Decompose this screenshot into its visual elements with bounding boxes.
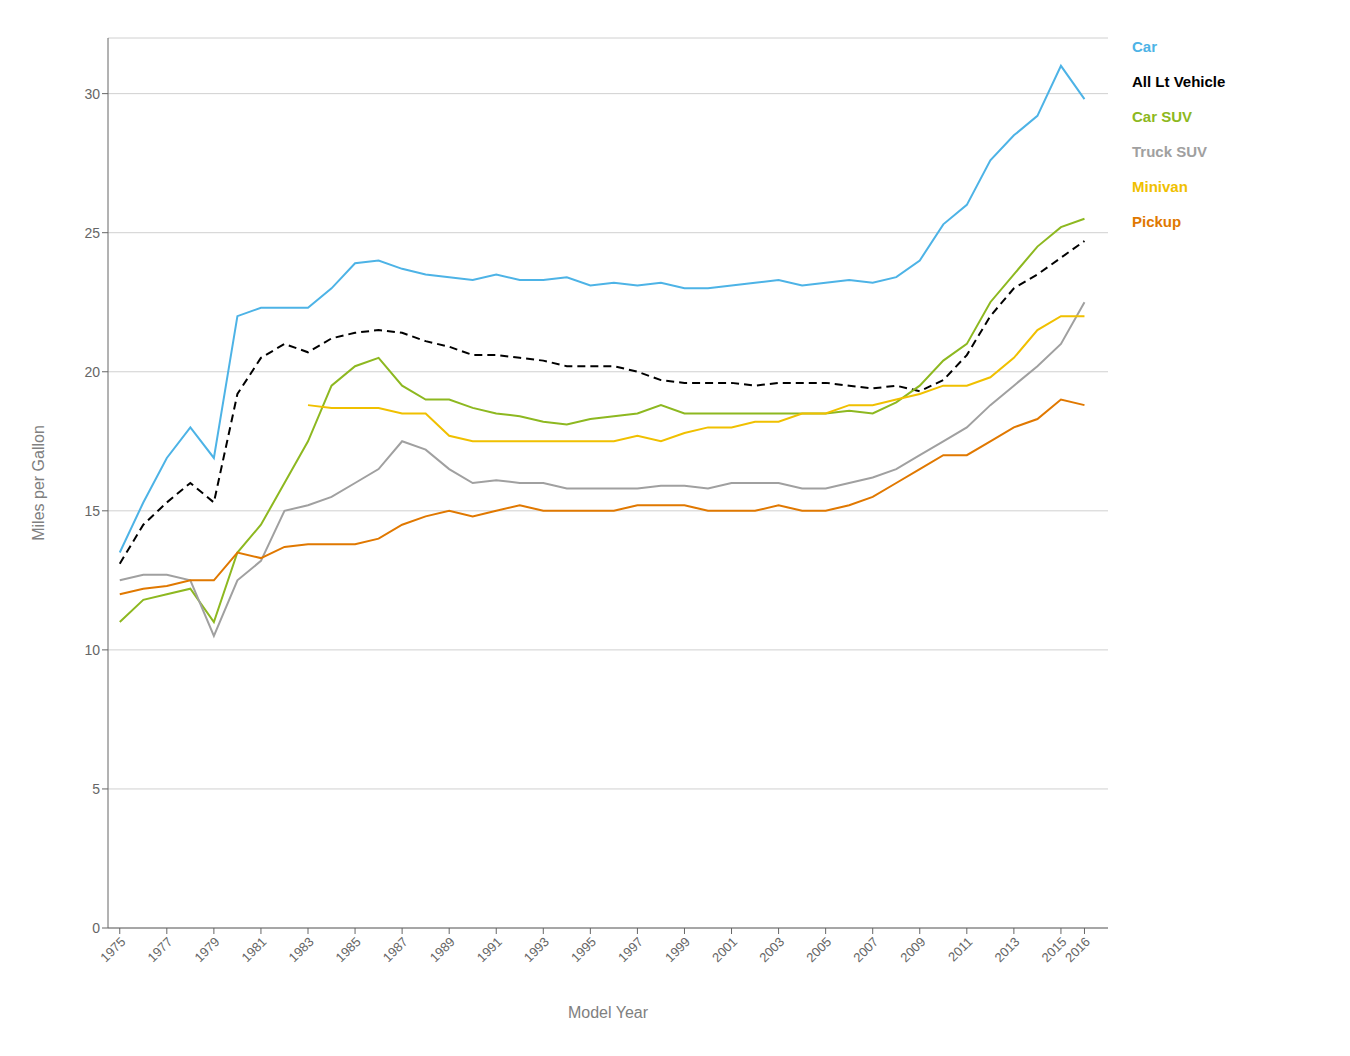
svg-text:2003: 2003 (756, 934, 787, 965)
svg-text:5: 5 (92, 781, 100, 797)
svg-text:Model Year: Model Year (568, 1004, 649, 1021)
html-text:Minivan: Minivan (1132, 178, 1188, 195)
html-text:Car: Car (1132, 38, 1157, 55)
svg-text:2013: 2013 (991, 934, 1022, 965)
svg-text:2001: 2001 (709, 934, 740, 965)
svg-text:2016: 2016 (1062, 934, 1093, 965)
svg-text:1999: 1999 (662, 934, 693, 965)
svg-text:Miles per Gallon: Miles per Gallon (30, 425, 47, 541)
svg-text:2009: 2009 (897, 934, 928, 965)
svg-text:1981: 1981 (239, 934, 270, 965)
svg-text:1989: 1989 (427, 934, 458, 965)
svg-text:1983: 1983 (286, 934, 317, 965)
svg-text:10: 10 (84, 642, 100, 658)
svg-text:2011: 2011 (945, 934, 975, 964)
html-text:Truck SUV: Truck SUV (1132, 143, 1207, 160)
svg-text:0: 0 (92, 920, 100, 936)
svg-text:1997: 1997 (615, 934, 646, 965)
svg-text:30: 30 (84, 86, 100, 102)
svg-text:2005: 2005 (803, 934, 834, 965)
svg-text:1985: 1985 (333, 934, 364, 965)
svg-text:1975: 1975 (97, 934, 128, 965)
svg-text:15: 15 (84, 503, 100, 519)
svg-text:1993: 1993 (521, 934, 552, 965)
svg-text:20: 20 (84, 364, 100, 380)
svg-text:1979: 1979 (191, 934, 222, 965)
svg-text:1977: 1977 (144, 934, 175, 965)
svg-text:25: 25 (84, 225, 100, 241)
html-text:Car SUV: Car SUV (1132, 108, 1192, 125)
svg-text:1991: 1991 (474, 934, 505, 965)
svg-text:2007: 2007 (850, 934, 881, 965)
svg-text:1995: 1995 (568, 934, 599, 965)
svg-text:2015: 2015 (1039, 934, 1070, 965)
svg-text:1987: 1987 (380, 934, 411, 965)
html-text:Pickup: Pickup (1132, 213, 1182, 230)
html-text:All Lt Vehicle: All Lt Vehicle (1132, 73, 1226, 90)
